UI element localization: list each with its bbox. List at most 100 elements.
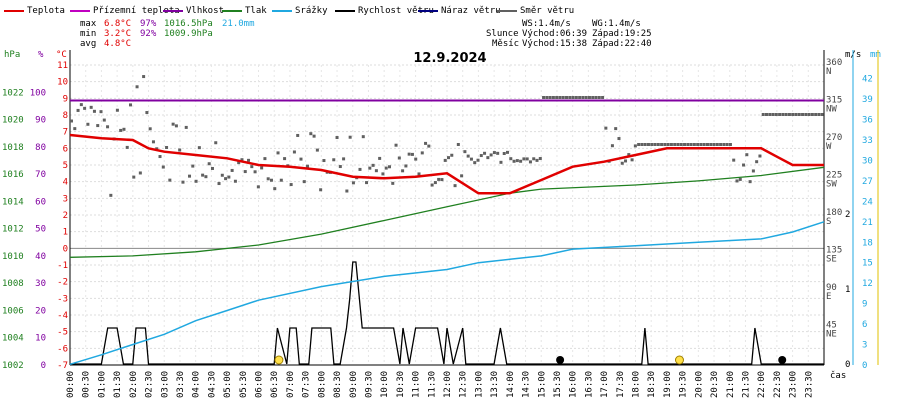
temp-tick: 11 <box>57 61 68 71</box>
temp-tick: 9 <box>63 94 68 104</box>
wind-direction-mark <box>368 166 372 170</box>
wind-direction-mark <box>643 143 647 146</box>
wind-direction-mark <box>532 157 536 161</box>
wind-direction-mark <box>683 143 687 146</box>
temp-tick: 2 <box>63 211 68 221</box>
pct-tick: 70 <box>35 170 46 180</box>
legend-label: Srážky <box>295 6 328 16</box>
wind-direction-mark <box>817 113 821 116</box>
moonset: Západ:22:40 <box>592 39 652 49</box>
rain-tick: 36 <box>862 116 873 126</box>
wind-direction-mark <box>443 158 447 162</box>
wind-direction-mark <box>191 164 195 168</box>
time-tick: 02:30 <box>145 371 155 398</box>
wind-direction-mark <box>565 96 569 99</box>
time-tick: 20:00 <box>694 371 704 398</box>
wind-direction-mark <box>188 174 192 178</box>
wind-direction-mark <box>410 152 414 156</box>
time-tick: 09:30 <box>364 371 374 398</box>
wind-direction-mark <box>568 96 572 99</box>
wind-direction-mark <box>738 177 742 181</box>
time-tick: 05:00 <box>223 371 233 398</box>
time-tick: 22:30 <box>773 371 783 398</box>
stats-min-temp: 3.2°C <box>104 29 131 39</box>
rain-tick: 15 <box>862 259 873 269</box>
wind-direction-mark <box>125 145 129 149</box>
wind-direction-mark <box>646 143 650 146</box>
wind-direction-mark <box>761 113 765 116</box>
legend-label: Vlhkost <box>186 6 224 16</box>
wind-direction-mark <box>522 157 526 161</box>
wind-direction-mark <box>178 148 182 152</box>
pct-tick: 0 <box>41 361 46 371</box>
wind-direction-mark <box>197 146 201 150</box>
wind-direction-mark <box>122 127 126 131</box>
hpa-tick: 1022 <box>2 88 24 98</box>
rain-tick: 6 <box>862 320 867 330</box>
wind-direction-mark <box>525 157 529 161</box>
rain-tick: 30 <box>862 156 873 166</box>
wind-direction-mark <box>722 143 726 146</box>
rain-unit: mm <box>870 50 881 60</box>
wind-direction-mark <box>453 184 457 188</box>
wind-direction-mark <box>810 113 814 116</box>
wind-direction-mark <box>76 108 80 112</box>
wind-direction-mark <box>394 143 398 147</box>
temp-unit: °C <box>56 50 67 60</box>
hpa-tick: 1004 <box>2 334 24 344</box>
dir-tick-deg: 180 <box>826 208 842 218</box>
rain-tick: 0 <box>862 361 867 371</box>
wind-direction-mark <box>466 154 470 158</box>
temp-tick: 1 <box>63 228 68 238</box>
wind-direction-mark <box>279 178 283 182</box>
x-axis-label: čas <box>830 370 846 381</box>
wind-direction-mark <box>237 161 241 165</box>
wind-direction-mark <box>142 75 146 79</box>
wind-direction-mark <box>551 96 555 99</box>
time-tick: 21:00 <box>726 371 736 398</box>
wind-direction-mark <box>610 144 614 148</box>
wind-direction-mark <box>233 179 237 183</box>
wind-direction-mark <box>784 113 788 116</box>
rain-tick: 12 <box>862 279 873 289</box>
time-tick: 03:00 <box>160 371 170 398</box>
rain-tick: 24 <box>862 197 873 207</box>
temp-tick: -2 <box>57 278 68 288</box>
wind-direction-mark <box>148 127 152 131</box>
dir-tick-card: N <box>826 67 831 77</box>
wind-direction-mark <box>804 113 808 116</box>
wind-direction-mark <box>292 150 296 154</box>
time-tick: 01:00 <box>97 371 107 398</box>
wind-direction-mark <box>345 189 349 193</box>
time-tick: 08:00 <box>317 371 327 398</box>
wind-direction-mark <box>266 177 270 181</box>
wind-direction-mark <box>204 175 208 179</box>
wind-direction-mark <box>732 158 736 162</box>
wind-direction-mark <box>640 143 644 146</box>
stats-min-press: 1009.9hPa <box>164 29 213 39</box>
wind-direction-mark <box>210 166 214 170</box>
wind-direction-mark <box>548 96 552 99</box>
wind-direction-mark <box>289 183 293 187</box>
wind-direction-mark <box>309 132 313 136</box>
wind-direction-mark <box>299 157 303 161</box>
hpa-tick: 1006 <box>2 306 24 316</box>
moonset-marker <box>778 356 787 364</box>
wind-direction-mark <box>322 159 326 163</box>
wind-direction-mark <box>374 169 378 173</box>
wind-direction-mark <box>479 154 483 158</box>
wind-direction-mark <box>247 158 251 162</box>
wind-direction-mark <box>99 110 103 114</box>
legend-label: Teplota <box>27 6 65 16</box>
wind-direction-mark <box>83 106 87 110</box>
hpa-tick: 1018 <box>2 143 24 153</box>
wind-direction-mark <box>515 159 519 163</box>
wind-direction-mark <box>719 143 723 146</box>
wind-direction-mark <box>424 141 428 145</box>
wind-direction-mark <box>263 157 267 161</box>
wind-direction-mark <box>778 113 782 116</box>
wind-direction-mark <box>387 165 391 169</box>
wind-direction-mark <box>509 157 513 161</box>
stats-avg-label: avg <box>80 39 96 49</box>
hpa-tick: 1010 <box>2 252 24 262</box>
